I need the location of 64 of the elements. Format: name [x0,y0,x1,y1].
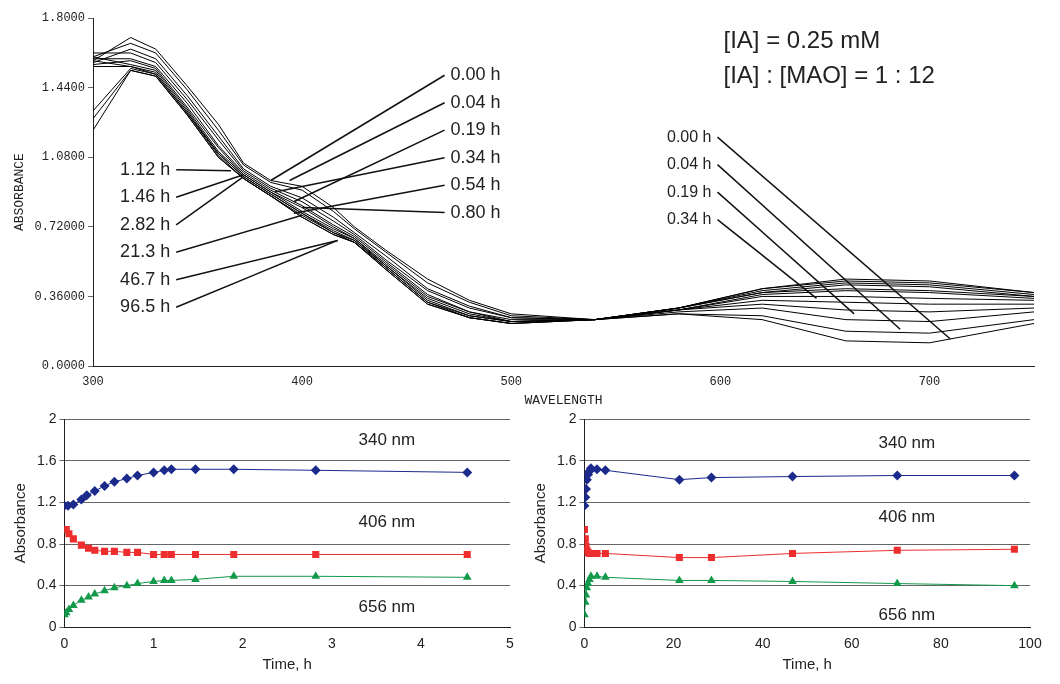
y-axis-title: Absorbance [11,483,29,564]
series-label: 406 nm [878,506,936,526]
y-tick-label: 2 [48,410,57,427]
series-label: 656 nm [878,605,936,625]
x-tick-label: 20 [665,635,682,652]
y-tick-label: 2 [568,410,577,427]
series-label: 340 nm [878,433,936,453]
annotation: [IA] = 0.25 mM [723,26,881,54]
annotation: 0.19 h [450,119,501,140]
y-tick-label: 1.8000 [41,11,86,26]
annotation: 2.82 h [120,213,171,234]
annotation: 1.46 h [120,186,171,207]
x-tick-label: 400 [291,375,313,390]
y-tick-label: 1.4400 [41,80,86,95]
x-axis-title: Time, h [782,655,832,673]
x-tick-label: 60 [844,635,860,652]
x-tick-label: 500 [500,375,523,390]
x-tick-label: 40 [754,635,771,652]
x-tick-label: 100 [1018,635,1042,652]
y-tick-label: 0.36000 [34,289,86,304]
y-axis-title: Absorbance [531,483,549,564]
y-tick-label: 0.4 [556,576,577,593]
x-axis-title: Time, h [262,655,312,673]
x-tick-label: 600 [709,375,732,390]
x-tick-label: 300 [82,375,104,390]
x-tick-label: 4 [416,635,425,652]
annotation: [IA] : [MAO] = 1 : 12 [723,60,935,88]
x-axis-title: WAVELENGTH [524,392,603,408]
annotation: 0.34 h [667,209,712,227]
y-tick-label: 0.8 [36,534,57,551]
annotation: 0.80 h [450,201,501,222]
y-tick-label: 1.0800 [41,150,86,165]
annotation: 0.34 h [450,146,501,167]
y-tick-label: 1.2 [36,493,57,510]
x-tick-label: 3 [327,635,336,652]
annotation: 21.3 h [120,241,171,262]
y-tick-label: 0.72000 [34,220,86,235]
x-tick-label: 700 [918,375,941,390]
annotation: 0.00 h [667,127,712,145]
x-tick-label: 80 [933,635,949,652]
series-label: 340 nm [358,430,416,450]
annotation: 96.5 h [120,296,171,317]
annotation: 0.19 h [667,182,712,200]
annotation: 0.04 h [667,155,712,173]
x-tick-label: 5 [506,635,515,652]
annotation: 0.54 h [450,174,501,195]
annotation: 1.12 h [120,158,171,179]
y-tick-label: 0.0000 [41,359,86,374]
y-tick-label: 1.2 [556,493,577,510]
annotation: 0.04 h [450,91,501,112]
y-tick-label: 1.6 [36,451,57,468]
x-tick-label: 0 [580,635,589,652]
y-tick-label: 0 [568,618,577,635]
y-axis-title: ABSORBANCE [12,152,28,232]
y-tick-label: 1.6 [556,451,577,468]
y-tick-label: 0.4 [36,576,57,593]
x-tick-label: 2 [238,635,247,652]
series-label: 656 nm [358,597,416,617]
series-label: 406 nm [358,512,416,532]
annotation: 0.00 h [450,64,501,85]
annotation: 46.7 h [120,268,171,289]
x-tick-label: 1 [149,635,158,652]
y-tick-label: 0.8 [556,534,577,551]
y-tick-label: 0 [48,618,57,635]
